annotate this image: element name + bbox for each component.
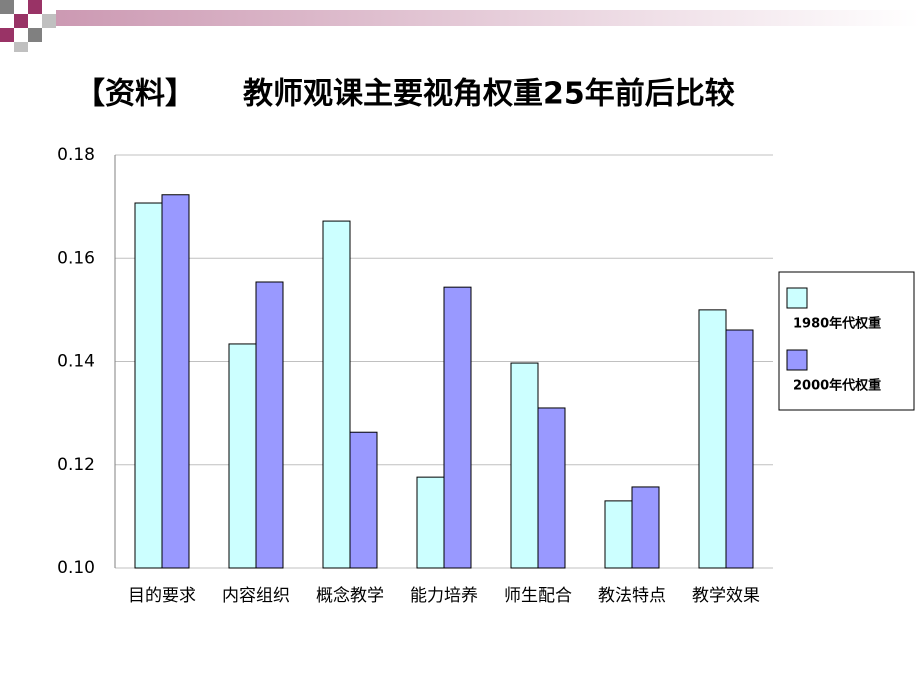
- legend-swatch: [786, 349, 808, 371]
- bar: [228, 343, 257, 569]
- bar: [698, 309, 727, 569]
- legend-label: 2000年代权重: [793, 378, 881, 394]
- legend-swatch: [786, 287, 808, 309]
- x-tick-label: 目的要求: [128, 586, 196, 606]
- bar: [255, 281, 284, 569]
- bar: [322, 220, 351, 569]
- y-tick-label: 0.18: [57, 145, 95, 165]
- bar: [604, 500, 633, 569]
- top-band: [56, 10, 920, 26]
- corner-decoration: [0, 0, 56, 52]
- bar: [443, 286, 472, 569]
- x-tick-label: 内容组织: [222, 586, 290, 606]
- bar: [349, 431, 378, 569]
- legend-label: 1980年代权重: [793, 316, 881, 332]
- chart-title: 教师观课主要视角权重25年前后比较: [243, 77, 735, 112]
- x-tick-label: 教法特点: [598, 586, 666, 606]
- x-tick-label: 教学效果: [692, 586, 760, 606]
- bar: [416, 476, 445, 569]
- y-tick-label: 0.16: [57, 248, 95, 268]
- bar: [161, 194, 190, 569]
- x-tick-label: 师生配合: [504, 586, 572, 606]
- title-tag: 【资料】: [75, 77, 195, 112]
- y-tick-label: 0.12: [57, 455, 95, 475]
- y-tick-label: 0.14: [57, 352, 95, 372]
- y-tick-label: 0.10: [57, 558, 95, 578]
- x-tick-label: 能力培养: [410, 586, 478, 606]
- bar: [134, 202, 163, 569]
- bar: [537, 407, 566, 569]
- bar: [631, 486, 660, 569]
- x-tick-label: 概念教学: [316, 585, 384, 606]
- bar: [725, 329, 754, 569]
- bar: [510, 362, 539, 569]
